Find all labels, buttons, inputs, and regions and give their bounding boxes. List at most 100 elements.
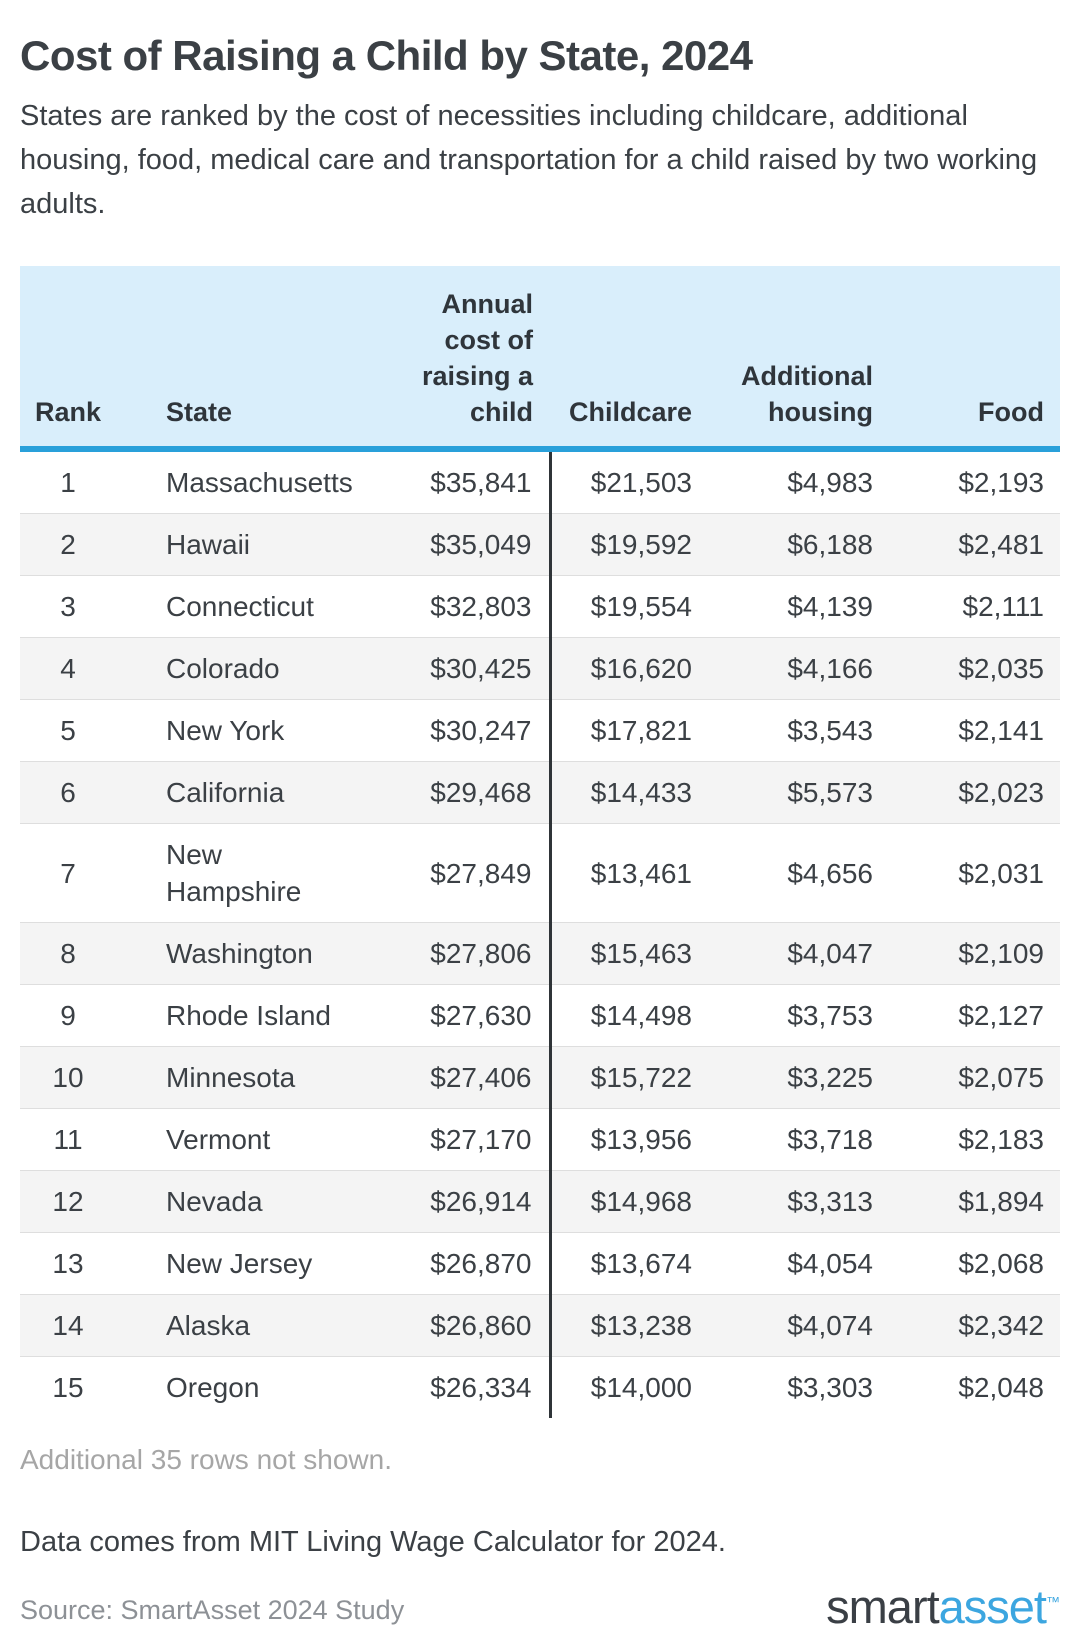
cell-additional-housing: $3,303 (710, 1356, 885, 1418)
column-header-additional-housing: Additional housing (710, 266, 885, 452)
table-row: 4 Colorado $30,425 $16,620 $4,166 $2,035 (20, 637, 1060, 700)
infographic: Cost of Raising a Child by State, 2024 S… (0, 32, 1080, 1630)
cell-rank: 4 (20, 637, 116, 700)
table-row: 8 Washington $27,806 $15,463 $4,047 $2,109 (20, 922, 1060, 985)
table-row: 2 Hawaii $35,049 $19,592 $6,188 $2,481 (20, 513, 1060, 576)
cell-additional-housing: $3,313 (710, 1170, 885, 1233)
rows-not-shown-note: Additional 35 rows not shown. (20, 1444, 392, 1475)
cell-childcare: $13,461 (548, 823, 710, 923)
table-row: 6 California $29,468 $14,433 $5,573 $2,023 (20, 761, 1060, 824)
cell-childcare: $14,000 (548, 1356, 710, 1418)
cell-childcare: $16,620 (548, 637, 710, 700)
table-body: 1 Massachusetts $35,841 $21,503 $4,983 $2,193… (20, 449, 1060, 1418)
cell-state: New Jersey (116, 1232, 358, 1295)
cell-state: Hawaii (116, 513, 358, 576)
table-row: 12 Nevada $26,914 $14,968 $3,313 $1,894 (20, 1170, 1060, 1233)
logo-asset-text: asset (938, 1580, 1047, 1633)
table-row: 1 Massachusetts $35,841 $21,503 $4,983 $2,193 (20, 449, 1060, 514)
data-source-note: Data comes from MIT Living Wage Calculat… (20, 1526, 726, 1558)
column-header-additional-housing-label: Additional housing (741, 361, 873, 427)
cell-additional-housing: $4,074 (710, 1294, 885, 1357)
cell-annual-cost: $35,049 (358, 513, 550, 576)
cell-state: California (116, 761, 358, 824)
cell-additional-housing: $4,656 (710, 823, 885, 923)
cell-food: $2,031 (885, 823, 1060, 923)
cell-annual-cost: $30,247 (358, 699, 550, 762)
cell-food: $2,481 (885, 513, 1060, 576)
footer: Source: SmartAsset 2024 Study smartasset… (20, 1583, 1060, 1630)
cell-annual-cost: $27,406 (358, 1046, 550, 1109)
column-header-annual-cost-label: Annual cost of raising a child (421, 289, 533, 427)
cell-additional-housing: $3,718 (710, 1108, 885, 1171)
cell-additional-housing: $4,166 (710, 637, 885, 700)
cell-additional-housing: $3,753 (710, 984, 885, 1047)
cell-state: New York (116, 699, 358, 762)
page-subtitle: States are ranked by the cost of necessi… (20, 100, 1038, 220)
cell-additional-housing: $3,225 (710, 1046, 885, 1109)
cell-childcare: $14,498 (548, 984, 710, 1047)
cell-rank: 5 (20, 699, 116, 762)
cell-annual-cost: $29,468 (358, 761, 550, 824)
cell-annual-cost: $26,860 (358, 1294, 550, 1357)
cell-food: $2,023 (885, 761, 1060, 824)
table-row: 3 Connecticut $32,803 $19,554 $4,139 $2,111 (20, 575, 1060, 638)
cell-additional-housing: $5,573 (710, 761, 885, 824)
cell-food: $2,109 (885, 922, 1060, 985)
cell-food: $2,342 (885, 1294, 1060, 1357)
cell-food: $2,035 (885, 637, 1060, 700)
cell-annual-cost: $26,334 (358, 1356, 550, 1418)
cell-state: Washington (116, 922, 358, 985)
logo-smart-text: smart (826, 1580, 939, 1633)
cell-childcare: $15,463 (548, 922, 710, 985)
column-header-rank: Rank (20, 266, 116, 452)
cell-rank: 13 (20, 1232, 116, 1295)
table-row: 13 New Jersey $26,870 $13,674 $4,054 $2,068 (20, 1232, 1060, 1295)
smartasset-logo: smartasset™ (826, 1583, 1060, 1630)
cell-rank: 1 (60, 467, 76, 498)
cell-state: Massachusetts (166, 467, 353, 498)
cell-annual-cost: $26,870 (358, 1232, 550, 1295)
cell-childcare: $13,956 (548, 1108, 710, 1171)
cell-rank: 11 (20, 1108, 116, 1171)
cell-food: $2,141 (885, 699, 1060, 762)
cell-additional-housing: $3,543 (710, 699, 885, 762)
cell-additional-housing: $4,139 (710, 575, 885, 638)
cell-childcare: $13,238 (548, 1294, 710, 1357)
cell-food: $2,111 (885, 575, 1060, 638)
cell-childcare: $15,722 (548, 1046, 710, 1109)
cell-state: Connecticut (116, 575, 358, 638)
cell-additional-housing: $4,054 (710, 1232, 885, 1295)
cell-childcare: $19,592 (548, 513, 710, 576)
cell-state: Alaska (116, 1294, 358, 1357)
cell-annual-cost: $27,170 (358, 1108, 550, 1171)
cell-state: New Hampshire (116, 823, 358, 923)
source-credit: Source: SmartAsset 2024 Study (20, 1595, 405, 1625)
cell-rank: 6 (20, 761, 116, 824)
table-row: 15 Oregon $26,334 $14,000 $3,303 $2,048 (20, 1356, 1060, 1418)
page-title: Cost of Raising a Child by State, 2024 (20, 32, 753, 79)
cell-additional-housing: $6,188 (710, 513, 885, 576)
column-header-annual-cost: Annual cost of raising a child (358, 266, 550, 452)
cell-state: Minnesota (116, 1046, 358, 1109)
cell-rank: 9 (20, 984, 116, 1047)
cell-annual-cost: $26,914 (358, 1170, 550, 1233)
header-row: Rank State Annual cost of raising a chil… (20, 266, 1060, 452)
cell-childcare: $19,554 (548, 575, 710, 638)
cell-state: Vermont (116, 1108, 358, 1171)
table-header: Rank State Annual cost of raising a chil… (20, 266, 1060, 452)
cell-annual-cost: $35,841 (430, 467, 532, 498)
cell-food: $2,183 (885, 1108, 1060, 1171)
cell-rank: 8 (20, 922, 116, 985)
cell-childcare: $14,433 (548, 761, 710, 824)
table-row: 7 New Hampshire $27,849 $13,461 $4,656 $2,031 (20, 823, 1060, 923)
cell-childcare: $14,968 (548, 1170, 710, 1233)
cell-childcare: $17,821 (548, 699, 710, 762)
column-header-food: Food (885, 266, 1060, 452)
cell-additional-housing: $4,983 (787, 467, 873, 498)
table-row: 11 Vermont $27,170 $13,956 $3,718 $2,183 (20, 1108, 1060, 1171)
logo-trademark: ™ (1046, 1593, 1060, 1610)
cell-annual-cost: $27,630 (358, 984, 550, 1047)
cell-food: $2,068 (885, 1232, 1060, 1295)
cell-rank: 10 (20, 1046, 116, 1109)
cell-food: $1,894 (885, 1170, 1060, 1233)
